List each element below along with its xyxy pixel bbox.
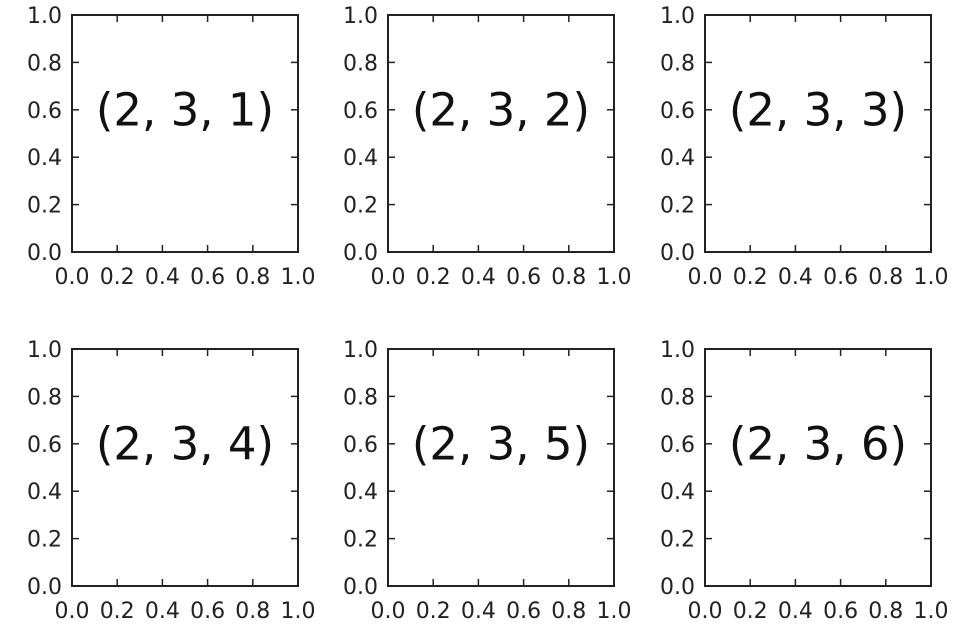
y-tick-label: 0.2 <box>343 528 378 553</box>
x-tick-label: 0.0 <box>55 265 90 290</box>
x-tick-label: 0.6 <box>823 265 858 290</box>
y-tick-label: 1.0 <box>27 338 62 363</box>
axes-frame <box>704 348 932 587</box>
y-tick-label: 1.0 <box>660 4 695 29</box>
y-tick-label: 0.4 <box>343 146 378 171</box>
y-tick-label: 0.8 <box>27 51 62 76</box>
subplot-2: 0.0 0.2 0.4 0.6 0.8 1.0 0.0 0.2 0.4 0.6 0.8 1.0 (2, … <box>343 4 632 290</box>
x-tick-label: 0.4 <box>778 265 813 290</box>
y-tick-label: 0.6 <box>660 99 695 124</box>
y-tick-label: 0.0 <box>343 575 378 600</box>
y-tick-label: 0.2 <box>343 194 378 219</box>
y-tick-label: 0.6 <box>27 99 62 124</box>
subplot-3: 0.0 0.2 0.4 0.6 0.8 1.0 0.0 0.2 0.4 0.6 0.8 1.0 (2, … <box>660 4 949 290</box>
subplot-4: 0.0 0.2 0.4 0.6 0.8 1.0 0.0 0.2 0.4 0.6 0.8 1.0 (2, … <box>27 338 316 624</box>
y-tick-label: 0.0 <box>27 575 62 600</box>
x-tick-label: 0.6 <box>506 599 541 624</box>
axes-frame <box>387 14 615 253</box>
subplot-annotation: (2, 3, 4) <box>96 417 274 470</box>
y-tick-label: 0.2 <box>660 528 695 553</box>
y-tick-label: 0.4 <box>27 146 62 171</box>
x-tick-label: 0.2 <box>100 599 135 624</box>
y-tick-label: 0.8 <box>343 51 378 76</box>
x-tick-label: 0.0 <box>55 599 90 624</box>
y-tick-label: 1.0 <box>343 4 378 29</box>
x-tick-label: 1.0 <box>597 265 632 290</box>
x-tick-label: 0.4 <box>145 599 180 624</box>
x-tick-label: 0.8 <box>551 265 586 290</box>
subplot-annotation: (2, 3, 5) <box>412 417 590 470</box>
subplot-annotation: (2, 3, 3) <box>729 83 907 136</box>
x-tick-label: 0.6 <box>190 265 225 290</box>
x-tick-label: 0.6 <box>823 599 858 624</box>
x-tick-label: 0.4 <box>778 599 813 624</box>
x-tick-label: 0.0 <box>371 599 406 624</box>
x-tick-label: 0.0 <box>688 265 723 290</box>
x-tick-label: 1.0 <box>281 265 316 290</box>
x-tick-label: 0.8 <box>235 265 270 290</box>
y-tick-label: 1.0 <box>343 338 378 363</box>
x-tick-label: 0.4 <box>145 265 180 290</box>
x-tick-label: 1.0 <box>281 599 316 624</box>
y-tick-label: 0.8 <box>660 51 695 76</box>
x-tick-label: 0.2 <box>733 599 768 624</box>
y-tick-label: 0.2 <box>27 528 62 553</box>
axes-frame <box>71 348 299 587</box>
x-tick-label: 0.8 <box>235 599 270 624</box>
subplot-annotation: (2, 3, 2) <box>412 83 590 136</box>
y-tick-label: 0.6 <box>343 433 378 458</box>
y-tick-label: 0.4 <box>27 480 62 505</box>
y-tick-label: 0.4 <box>343 480 378 505</box>
x-tick-label: 1.0 <box>914 599 949 624</box>
x-tick-label: 0.4 <box>461 599 496 624</box>
x-tick-label: 0.2 <box>100 265 135 290</box>
y-tick-label: 0.4 <box>660 480 695 505</box>
y-tick-label: 0.2 <box>660 194 695 219</box>
x-tick-label: 0.4 <box>461 265 496 290</box>
subplot-1: 0.0 0.2 0.4 0.6 0.8 1.0 0.0 0.2 0.4 0.6 0.8 1.0 (2, … <box>27 4 316 290</box>
y-tick-label: 0.0 <box>27 241 62 266</box>
subplot-5: 0.0 0.2 0.4 0.6 0.8 1.0 0.0 0.2 0.4 0.6 0.8 1.0 (2, … <box>343 338 632 624</box>
x-tick-label: 0.8 <box>868 265 903 290</box>
y-tick-label: 0.2 <box>27 194 62 219</box>
x-tick-label: 0.0 <box>371 265 406 290</box>
y-tick-label: 0.4 <box>660 146 695 171</box>
y-tick-label: 0.8 <box>343 385 378 410</box>
x-tick-label: 1.0 <box>914 265 949 290</box>
x-tick-label: 0.2 <box>416 265 451 290</box>
axes-frame <box>387 348 615 587</box>
subplot-annotation: (2, 3, 1) <box>96 83 274 136</box>
x-tick-label: 0.6 <box>506 265 541 290</box>
y-tick-label: 1.0 <box>27 4 62 29</box>
x-tick-label: 1.0 <box>597 599 632 624</box>
x-tick-label: 0.8 <box>868 599 903 624</box>
axes-frame <box>71 14 299 253</box>
y-tick-label: 0.6 <box>343 99 378 124</box>
subplot-6: 0.0 0.2 0.4 0.6 0.8 1.0 0.0 0.2 0.4 0.6 0.8 1.0 (2, … <box>660 338 949 624</box>
y-tick-label: 0.6 <box>27 433 62 458</box>
y-tick-label: 1.0 <box>660 338 695 363</box>
y-tick-label: 0.8 <box>660 385 695 410</box>
x-tick-label: 0.6 <box>190 599 225 624</box>
axes-frame <box>704 14 932 253</box>
x-tick-label: 0.2 <box>416 599 451 624</box>
y-tick-label: 0.0 <box>343 241 378 266</box>
y-tick-label: 0.0 <box>660 575 695 600</box>
x-tick-label: 0.2 <box>733 265 768 290</box>
x-tick-label: 0.0 <box>688 599 723 624</box>
y-tick-label: 0.0 <box>660 241 695 266</box>
x-tick-label: 0.8 <box>551 599 586 624</box>
subplot-annotation: (2, 3, 6) <box>729 417 907 470</box>
y-tick-label: 0.6 <box>660 433 695 458</box>
y-tick-label: 0.8 <box>27 385 62 410</box>
